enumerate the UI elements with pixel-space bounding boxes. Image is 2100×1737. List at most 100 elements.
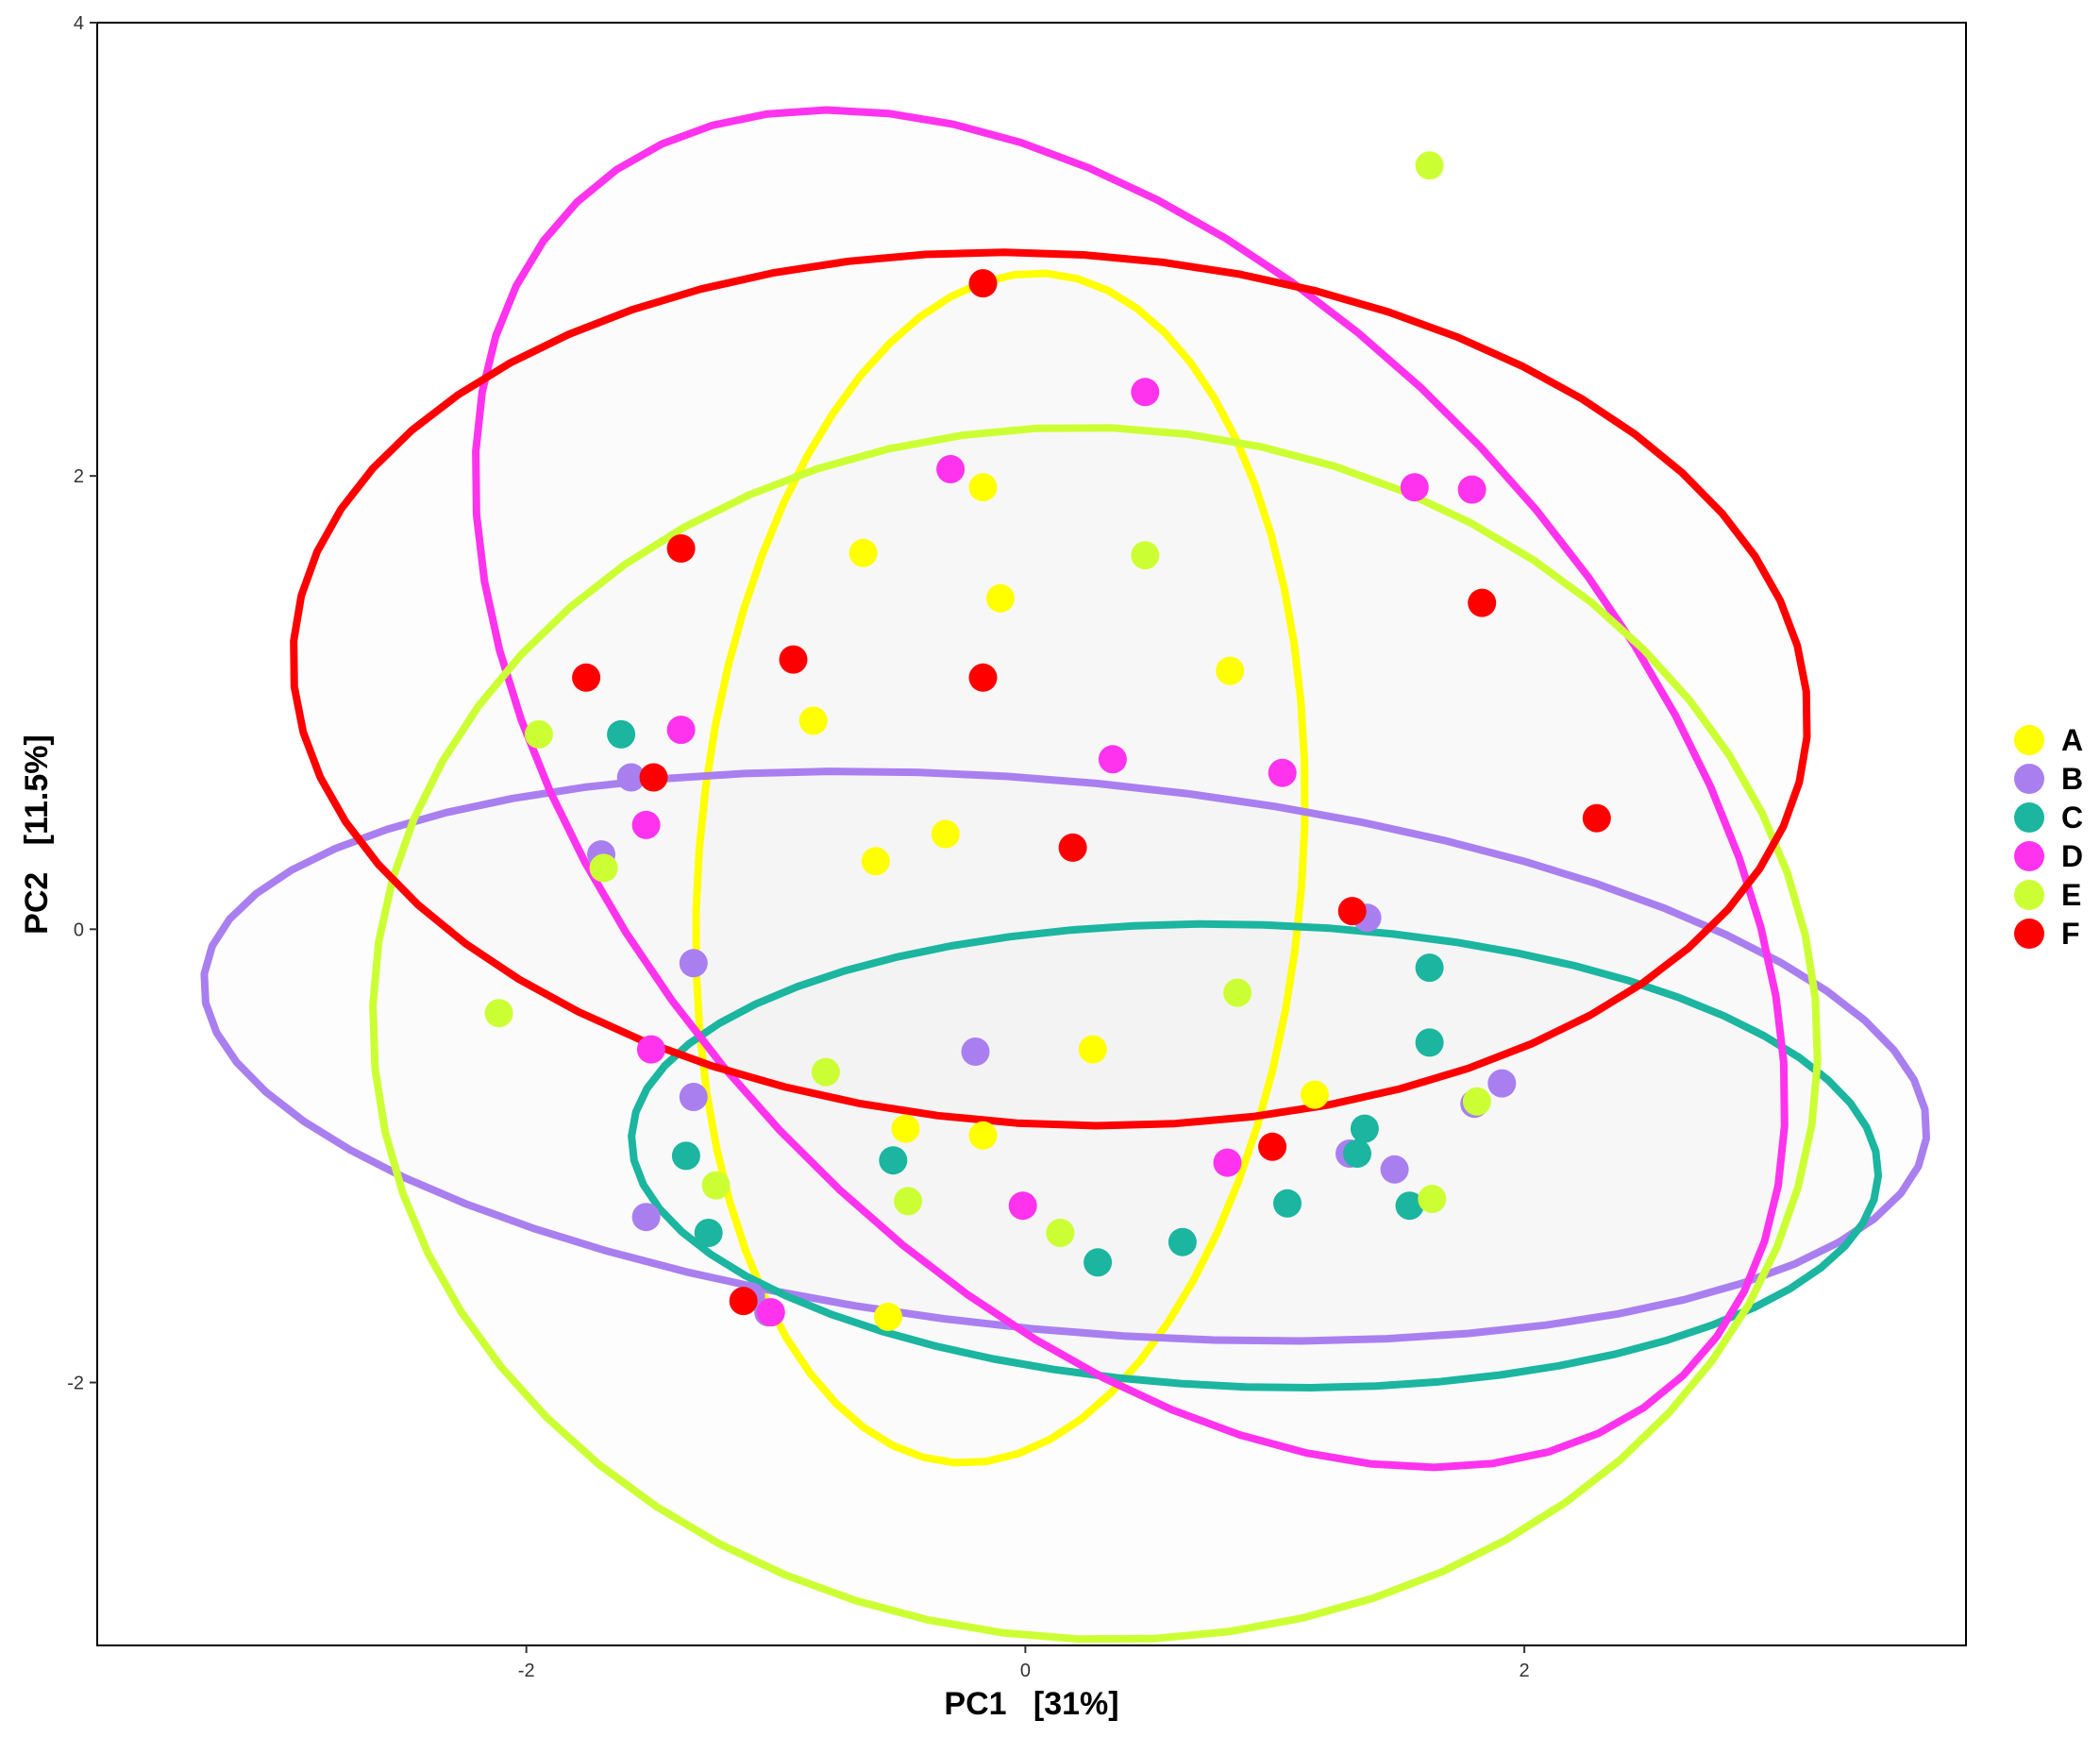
ellipse-fill-f [294, 252, 1807, 1126]
data-point [879, 1146, 908, 1175]
data-point [961, 1037, 990, 1066]
data-point [931, 819, 960, 849]
legend-key-b [2014, 764, 2044, 794]
data-point [1216, 656, 1245, 685]
data-point [986, 583, 1015, 613]
data-point [1582, 803, 1611, 833]
data-point [1395, 1191, 1424, 1221]
legend-key-d [2014, 841, 2044, 871]
data-point [1058, 833, 1087, 862]
legend-label-b: B [2061, 762, 2083, 796]
series-a [798, 473, 1329, 1331]
y-axis: -2 0 2 4 [67, 13, 97, 1394]
data-point [1078, 1035, 1107, 1064]
data-point [636, 1035, 665, 1064]
data-point [861, 847, 890, 876]
data-point [1350, 1114, 1379, 1143]
y-tick-label: 4 [74, 13, 84, 34]
data-point [756, 1298, 785, 1327]
legend-key-f [2014, 919, 2044, 949]
ellipse-line-layer [200, 106, 1930, 1644]
legend-key-c [2014, 802, 2044, 833]
data-point [679, 1083, 708, 1111]
legend-item-e: E [2014, 878, 2081, 912]
y-axis-title: PC2 [11.5%] [19, 734, 55, 935]
data-point [1468, 588, 1497, 617]
legend-item-f: F [2014, 917, 2080, 951]
data-point [1213, 1148, 1242, 1177]
data-point [679, 949, 708, 978]
data-point [666, 716, 696, 745]
data-point [1258, 1132, 1287, 1161]
data-point [968, 269, 998, 298]
data-point [607, 719, 636, 749]
data-point [694, 1219, 723, 1247]
data-point [1273, 1189, 1302, 1218]
ellipse-e [369, 424, 1822, 1644]
data-point [891, 1114, 920, 1143]
data-point [1462, 1087, 1491, 1116]
data-point [701, 1171, 731, 1200]
data-point [1337, 897, 1367, 926]
series-f [572, 269, 1611, 1316]
data-point [484, 999, 513, 1028]
series-c [607, 719, 1444, 1277]
data-point [1415, 953, 1444, 983]
data-point [1008, 1191, 1037, 1221]
x-axis: -2 0 2 [518, 1645, 1530, 1681]
data-point [1223, 978, 1252, 1007]
data-point [1415, 151, 1444, 180]
x-tick-label: -2 [518, 1661, 535, 1681]
legend-label-d: D [2061, 839, 2083, 873]
data-point [874, 1302, 902, 1331]
x-tick-label: 0 [1020, 1661, 1031, 1681]
legend-label-f: F [2061, 917, 2080, 951]
data-point [811, 1057, 840, 1087]
y-tick-label: 0 [74, 919, 84, 940]
ellipse-f [290, 248, 1811, 1130]
x-axis-title: PC1 [31%] [944, 1686, 1118, 1722]
data-point [572, 663, 601, 692]
data-point [1046, 1219, 1075, 1247]
data-point [671, 1141, 700, 1171]
y-tick-label: 2 [74, 466, 84, 487]
legend-key-a [2014, 725, 2044, 755]
series-d [631, 378, 1487, 1327]
data-point [936, 455, 966, 483]
legend-item-d: D [2014, 839, 2083, 873]
data-point [1131, 541, 1160, 570]
data-point [1457, 475, 1487, 504]
data-point [631, 1203, 661, 1232]
data-point [631, 810, 661, 839]
data-point [1168, 1227, 1197, 1256]
data-point [1400, 473, 1429, 502]
ellipse-fill-b [204, 771, 1926, 1341]
legend-label-c: C [2061, 801, 2083, 835]
data-point [639, 763, 668, 792]
ellipse-fill-a [696, 273, 1305, 1463]
data-point [848, 538, 878, 567]
data-point [1415, 1028, 1444, 1057]
y-tick-label: -2 [67, 1374, 84, 1394]
data-point [1487, 1069, 1517, 1098]
plot-panel-border [96, 22, 1967, 1646]
data-point [968, 473, 998, 502]
ellipse-b [200, 767, 1930, 1345]
legend-label-e: E [2061, 878, 2081, 912]
data-point [666, 534, 696, 563]
ellipse-a [692, 269, 1309, 1467]
data-point [1131, 378, 1160, 407]
data-point [1418, 1185, 1447, 1213]
legend-key-e [2014, 880, 2044, 910]
data-point [1084, 1248, 1113, 1277]
data-point [589, 853, 618, 883]
point-layer [484, 151, 1611, 1331]
x-tick-label: 2 [1520, 1661, 1530, 1681]
data-point [1380, 1155, 1409, 1184]
data-point [894, 1187, 923, 1216]
series-e [484, 151, 1491, 1247]
legend-item-b: B [2014, 762, 2083, 796]
